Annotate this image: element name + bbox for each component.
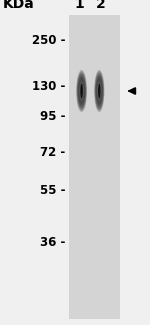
Bar <box>69 15 120 318</box>
Ellipse shape <box>80 83 84 99</box>
Text: 55 -: 55 - <box>40 184 65 197</box>
Text: 2: 2 <box>96 0 105 11</box>
Ellipse shape <box>96 78 102 104</box>
Ellipse shape <box>98 85 101 97</box>
Ellipse shape <box>81 87 82 95</box>
Text: 36 -: 36 - <box>40 236 65 249</box>
Ellipse shape <box>81 90 82 92</box>
Ellipse shape <box>97 81 102 101</box>
Ellipse shape <box>98 84 101 98</box>
Ellipse shape <box>77 72 86 110</box>
Ellipse shape <box>98 84 101 98</box>
Ellipse shape <box>99 90 100 92</box>
Ellipse shape <box>97 82 102 100</box>
Ellipse shape <box>94 70 104 112</box>
Ellipse shape <box>94 71 104 111</box>
Ellipse shape <box>78 76 86 106</box>
Ellipse shape <box>77 73 86 109</box>
Ellipse shape <box>76 70 87 112</box>
Ellipse shape <box>80 86 83 96</box>
Text: 130 -: 130 - <box>32 80 65 93</box>
Ellipse shape <box>79 82 84 100</box>
Ellipse shape <box>79 79 85 103</box>
Ellipse shape <box>99 89 100 93</box>
Ellipse shape <box>80 84 83 98</box>
Ellipse shape <box>76 71 87 111</box>
Ellipse shape <box>78 77 85 105</box>
Text: 95 -: 95 - <box>40 111 65 124</box>
Ellipse shape <box>77 74 86 108</box>
Ellipse shape <box>81 89 82 93</box>
Ellipse shape <box>98 86 101 96</box>
Ellipse shape <box>97 83 101 99</box>
Text: KDa: KDa <box>3 0 35 11</box>
Text: 1: 1 <box>75 0 84 11</box>
Ellipse shape <box>98 87 100 95</box>
Ellipse shape <box>95 74 103 108</box>
Ellipse shape <box>96 79 102 103</box>
Ellipse shape <box>96 77 103 105</box>
Ellipse shape <box>96 76 103 106</box>
Ellipse shape <box>95 72 104 110</box>
Ellipse shape <box>78 78 85 104</box>
Ellipse shape <box>80 85 83 97</box>
Ellipse shape <box>95 73 104 109</box>
Ellipse shape <box>80 84 83 98</box>
Text: 250 -: 250 - <box>32 34 65 47</box>
Text: 72 -: 72 - <box>40 146 65 159</box>
Ellipse shape <box>79 81 84 101</box>
